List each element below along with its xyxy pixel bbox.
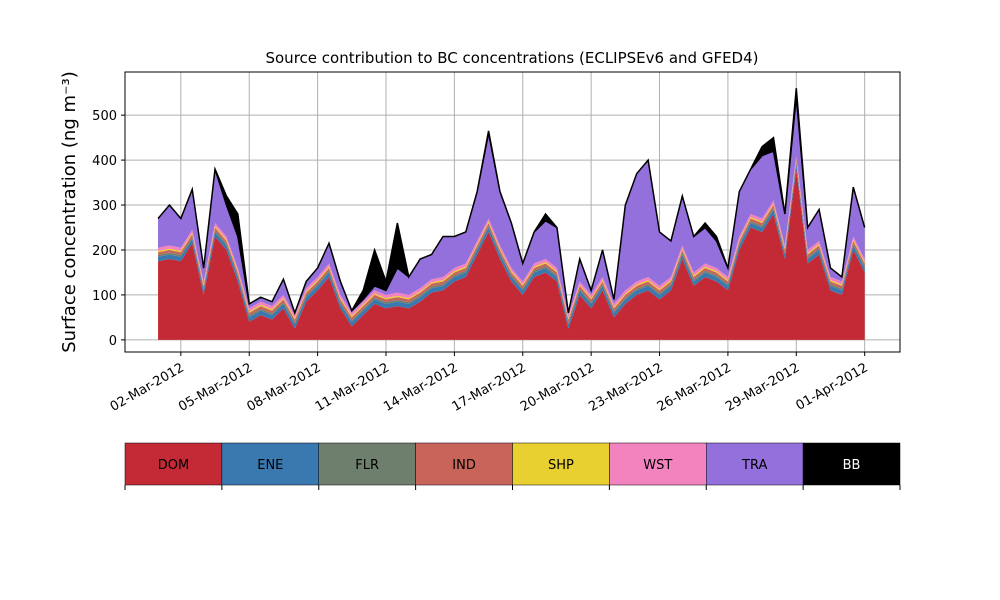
legend-label: SHP	[548, 458, 574, 473]
x-tick-label: 11-Mar-2012	[313, 360, 392, 414]
legend-swatch	[512, 442, 610, 486]
x-tick-label: 26-Mar-2012	[655, 360, 734, 414]
x-tick-label: 17-Mar-2012	[450, 360, 529, 414]
legend-swatch	[609, 442, 707, 486]
plot-frame	[124, 71, 901, 353]
legend-swatch	[221, 442, 319, 486]
area	[158, 169, 865, 340]
x-tick-label: 05-Mar-2012	[176, 360, 255, 414]
y-tick-label: 100	[92, 289, 117, 304]
chart-title: Source contribution to BC concentrations…	[265, 49, 758, 67]
y-tick-label: 400	[92, 154, 117, 169]
legend-label: DOM	[158, 458, 189, 473]
legend-label: WST	[643, 458, 672, 473]
legend-label: IND	[452, 458, 476, 473]
legend-label: ENE	[257, 458, 283, 473]
x-tick-label: 02-Mar-2012	[108, 360, 187, 414]
x-tick-label: 01-Apr-2012	[794, 360, 871, 413]
x-tick-label: 14-Mar-2012	[381, 360, 460, 414]
x-tick-label: 08-Mar-2012	[244, 360, 323, 414]
legend-label: TRA	[741, 458, 767, 473]
x-tick-label: 23-Mar-2012	[586, 360, 665, 414]
x-tick-label: 20-Mar-2012	[518, 360, 597, 414]
legend-swatch	[706, 442, 804, 486]
y-tick-label: 500	[92, 109, 117, 124]
legend-swatch	[318, 442, 416, 486]
legend-swatch	[802, 442, 901, 486]
legend-swatch	[415, 442, 513, 486]
y-tick-label: 300	[92, 199, 117, 214]
y-tick-label: 0	[109, 334, 117, 349]
legend-label: FLR	[355, 458, 379, 473]
y-axis-label: Surface concentration (ng m⁻³)	[59, 71, 80, 353]
x-tick-label: 29-Mar-2012	[723, 360, 802, 414]
y-tick-label: 200	[92, 244, 117, 259]
legend-swatch	[124, 442, 223, 486]
legend-label: BB	[843, 458, 861, 473]
